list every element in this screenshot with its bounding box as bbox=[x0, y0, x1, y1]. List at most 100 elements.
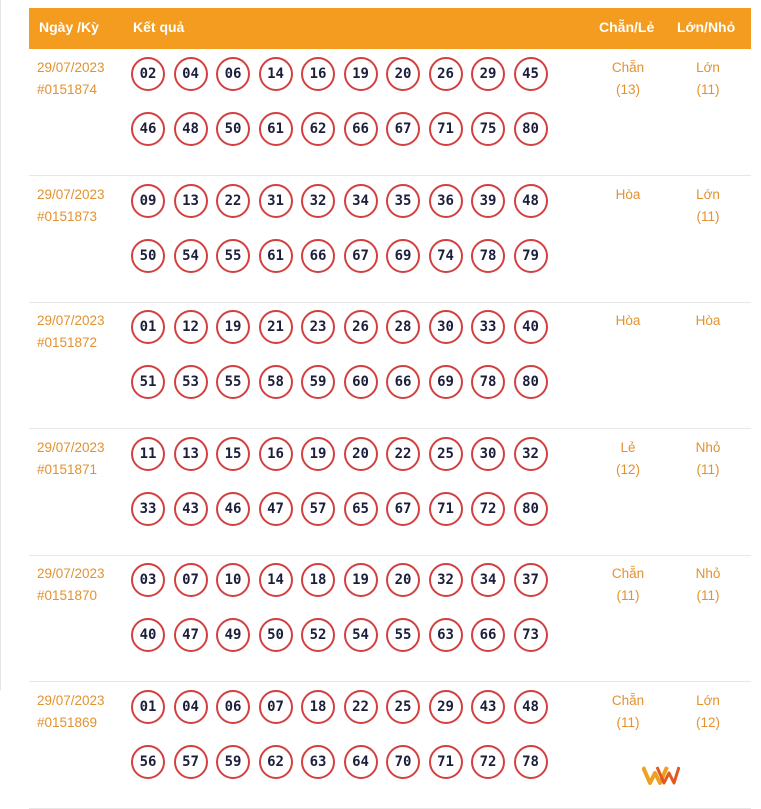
table-header: Ngày /Kỳ Kết quả Chẵn/Lẻ Lớn/Nhỏ bbox=[29, 8, 751, 49]
number-line: 11 13 15 16 19 20 22 25 30 32 bbox=[131, 436, 561, 475]
number-ball: 04 bbox=[173, 57, 208, 91]
number-line: 09 13 22 31 32 34 35 36 39 48 bbox=[131, 183, 561, 222]
number-ball: 30 bbox=[471, 436, 505, 471]
draw-id: #0151870 bbox=[37, 588, 98, 603]
w-brand-logo-icon bbox=[642, 766, 680, 785]
number-ball: 75 bbox=[471, 112, 505, 146]
number-ball: 40 bbox=[131, 618, 165, 652]
number-ball: 45 bbox=[513, 57, 548, 91]
draw-date: 29/07/2023 bbox=[37, 439, 105, 455]
result-numbers: 11 13 15 16 19 20 22 25 30 32 33 43 46 47 57 65 67 71 72 80 bbox=[131, 436, 561, 530]
number-ball: 14 bbox=[258, 57, 293, 91]
number-ball: 13 bbox=[173, 183, 208, 218]
even-odd-result: Hòa bbox=[598, 310, 658, 332]
number-ball: 18 bbox=[301, 563, 335, 597]
number-ball: 25 bbox=[386, 689, 420, 724]
number-ball: 33 bbox=[131, 491, 165, 526]
header-result-label: Kết quả bbox=[133, 19, 185, 35]
number-ball: 57 bbox=[173, 744, 208, 779]
number-ball: 47 bbox=[258, 491, 293, 526]
number-ball: 32 bbox=[301, 183, 335, 218]
number-ball: 67 bbox=[386, 491, 420, 526]
number-ball: 74 bbox=[428, 238, 463, 273]
result-row: 29/07/2023 #0151873 09 13 22 31 32 34 35 36 39 48 50… bbox=[29, 176, 751, 303]
header-date-label: Ngày /Kỳ bbox=[39, 19, 99, 35]
even-odd-result: Lẻ (12) bbox=[598, 437, 658, 481]
number-ball: 62 bbox=[301, 112, 335, 146]
number-ball: 71 bbox=[428, 744, 463, 779]
number-ball: 37 bbox=[513, 563, 548, 597]
number-ball: 50 bbox=[216, 112, 250, 146]
number-ball: 58 bbox=[258, 365, 293, 399]
big-small-count: (12) bbox=[695, 714, 720, 730]
big-small-count: (11) bbox=[696, 461, 720, 477]
number-ball: 20 bbox=[386, 563, 420, 597]
result-numbers: 03 07 10 14 18 19 20 32 34 37 40 47 49 50 52 54 55 63 66 73 bbox=[131, 563, 561, 656]
number-ball: 54 bbox=[343, 618, 378, 652]
number-ball: 66 bbox=[471, 618, 505, 652]
big-small-result: Hòa bbox=[678, 310, 738, 332]
big-small-label: Nhỏ bbox=[695, 439, 721, 455]
left-border bbox=[0, 0, 1, 690]
number-ball: 32 bbox=[513, 436, 548, 471]
result-numbers: 09 13 22 31 32 34 35 36 39 48 50 54 55 61 66 67 69 74 78 79 bbox=[131, 183, 561, 277]
number-ball: 19 bbox=[301, 436, 335, 471]
result-numbers: 02 04 06 14 16 19 20 26 29 45 46 48 50 61 62 66 67 71 75 80 bbox=[131, 57, 561, 150]
result-row: 29/07/2023 #0151869 01 04 06 07 18 22 25 29 43 48 56… bbox=[29, 682, 751, 809]
number-ball: 19 bbox=[216, 310, 250, 344]
number-line: 56 57 59 62 63 64 70 71 72 78 bbox=[131, 744, 561, 783]
number-ball: 48 bbox=[513, 183, 548, 218]
draw-info: 29/07/2023 #0151874 bbox=[37, 57, 105, 101]
number-ball: 30 bbox=[428, 310, 463, 344]
number-ball: 35 bbox=[386, 183, 420, 218]
header-even-odd-label: Chẵn/Lẻ bbox=[599, 19, 655, 35]
number-ball: 60 bbox=[343, 365, 378, 399]
number-ball: 59 bbox=[216, 744, 250, 779]
number-ball: 66 bbox=[343, 112, 378, 146]
number-ball: 56 bbox=[131, 744, 165, 779]
number-line: 01 04 06 07 18 22 25 29 43 48 bbox=[131, 689, 561, 728]
number-ball: 28 bbox=[386, 310, 420, 344]
big-small-count: (11) bbox=[696, 588, 720, 603]
number-ball: 62 bbox=[258, 744, 293, 779]
draw-info: 29/07/2023 #0151873 bbox=[37, 184, 105, 228]
number-ball: 20 bbox=[386, 57, 420, 91]
number-ball: 22 bbox=[386, 436, 420, 471]
result-row: 29/07/2023 #0151870 03 07 10 14 18 19 20 32 34 37 40… bbox=[29, 555, 751, 682]
number-ball: 07 bbox=[258, 689, 293, 724]
number-ball: 48 bbox=[173, 112, 208, 146]
number-ball: 36 bbox=[428, 183, 463, 218]
number-ball: 32 bbox=[428, 563, 463, 597]
number-ball: 48 bbox=[513, 689, 548, 724]
number-ball: 63 bbox=[301, 744, 335, 779]
number-ball: 64 bbox=[343, 744, 378, 779]
number-ball: 70 bbox=[386, 744, 420, 779]
number-ball: 01 bbox=[131, 689, 165, 724]
number-ball: 66 bbox=[386, 365, 420, 399]
even-odd-label: Lẻ bbox=[620, 439, 636, 455]
big-small-result: Nhỏ (11) bbox=[678, 437, 738, 481]
draw-id: #0151872 bbox=[37, 335, 98, 350]
number-ball: 07 bbox=[173, 563, 208, 597]
number-ball: 78 bbox=[513, 744, 548, 779]
number-ball: 19 bbox=[343, 563, 378, 597]
number-ball: 55 bbox=[216, 365, 250, 399]
number-ball: 69 bbox=[428, 365, 463, 399]
number-ball: 15 bbox=[216, 436, 250, 471]
number-ball: 19 bbox=[343, 57, 378, 91]
draw-id: #0151871 bbox=[37, 461, 98, 477]
even-odd-count: (11) bbox=[616, 588, 640, 603]
even-odd-count: (11) bbox=[616, 714, 640, 730]
even-odd-result: Chẵn (11) bbox=[598, 563, 658, 607]
number-ball: 65 bbox=[343, 491, 378, 526]
result-numbers: 01 12 19 21 23 26 28 30 33 40 51 53 55 58 59 60 66 69 78 80 bbox=[131, 310, 561, 403]
result-numbers: 01 04 06 07 18 22 25 29 43 48 56 57 59 62 63 64 70 71 72 78 bbox=[131, 689, 561, 783]
even-odd-label: Chẵn bbox=[611, 692, 645, 708]
even-odd-label: Hòa bbox=[615, 186, 641, 202]
result-row: 29/07/2023 #0151874 02 04 06 14 16 19 20 26 29 45 46… bbox=[29, 49, 751, 176]
draw-id: #0151873 bbox=[37, 208, 98, 224]
number-ball: 33 bbox=[471, 310, 505, 344]
number-ball: 25 bbox=[428, 436, 463, 471]
number-ball: 63 bbox=[428, 618, 463, 652]
number-line: 03 07 10 14 18 19 20 32 34 37 bbox=[131, 563, 561, 601]
